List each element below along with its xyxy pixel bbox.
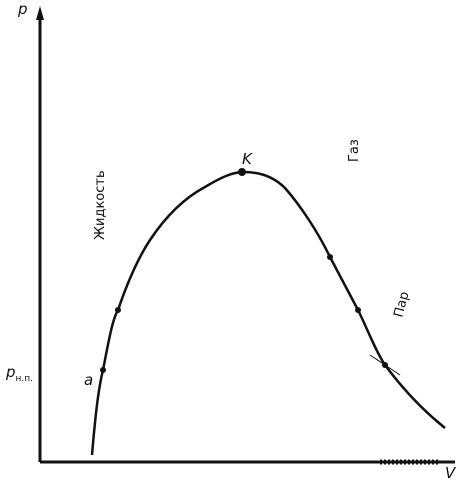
point-a: [100, 367, 106, 373]
curve-point: [115, 307, 121, 313]
critical-label: K: [242, 150, 253, 168]
curve-point: [327, 254, 333, 260]
vapor-label: Пар: [391, 290, 412, 319]
gas-label: Газ: [347, 139, 362, 162]
pressure-subscript: н.п.: [16, 374, 34, 384]
y-axis-label: p: [17, 0, 28, 18]
point-a-label: a: [84, 371, 93, 389]
tangent-mark: [369, 354, 401, 376]
pressure-label: pн.п.: [5, 363, 33, 384]
pressure-symbol: p: [5, 363, 16, 381]
critical-point: [238, 168, 246, 176]
liquid-label: Жидкость: [93, 170, 108, 240]
x-axis-label: V: [445, 464, 457, 482]
y-arrow: [36, 6, 44, 20]
curve-point: [355, 307, 361, 313]
